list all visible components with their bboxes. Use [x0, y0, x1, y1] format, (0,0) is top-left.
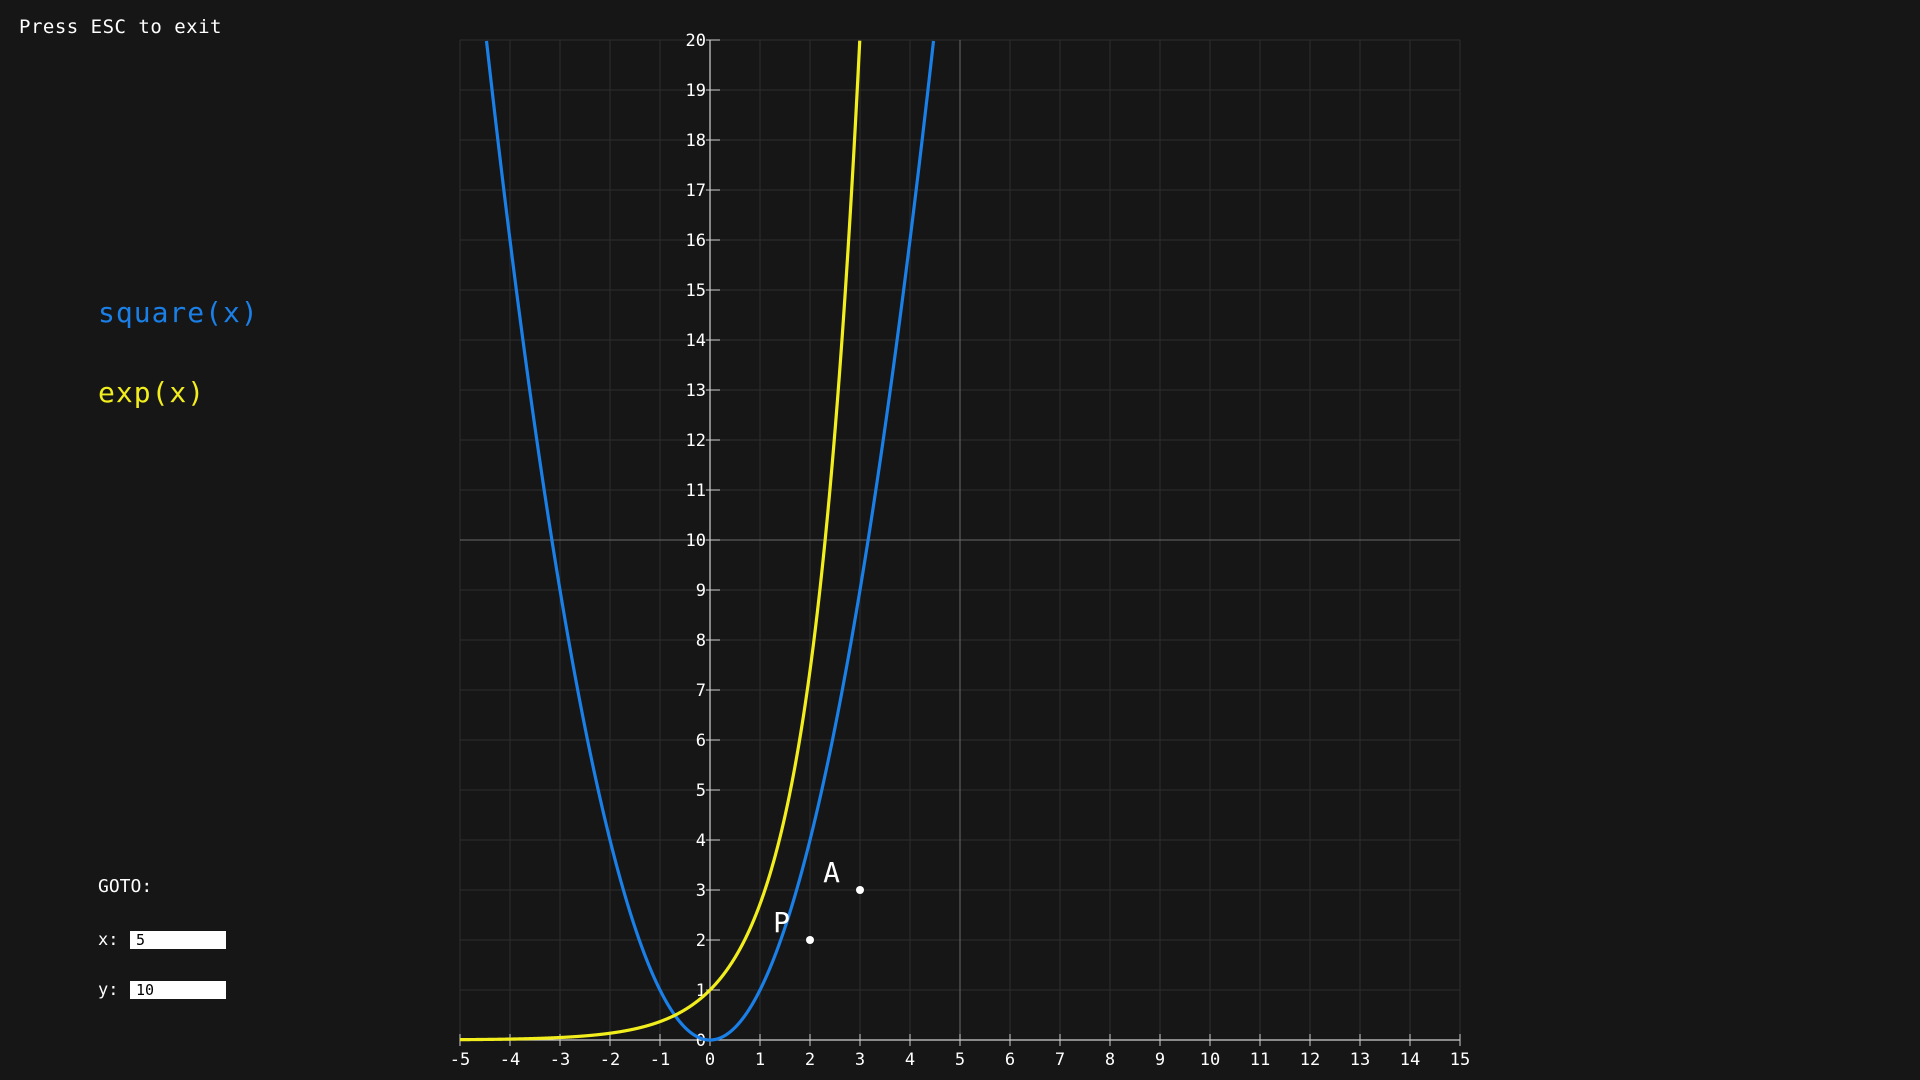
- y-tick-label: 14: [686, 331, 706, 351]
- y-tick-label: 19: [686, 81, 706, 101]
- point-p-label: P: [773, 906, 790, 939]
- x-tick-label: 7: [1055, 1050, 1065, 1070]
- point-a-marker: [856, 886, 864, 894]
- goto-x-input[interactable]: [130, 931, 226, 949]
- y-tick-label: 4: [696, 831, 706, 851]
- axes-layer: -5 -4 -3 -2 -1 0 1 2 3 4 5 6 7 8 9 10 11 12 13 14 1501234567…: [450, 31, 1470, 1070]
- x-tick-label: 4: [905, 1050, 915, 1070]
- goto-y-input[interactable]: [130, 981, 226, 999]
- x-tick-label: 10: [1200, 1050, 1220, 1070]
- goto-y-label: y:: [98, 980, 119, 1000]
- y-tick-label: 10: [686, 531, 706, 551]
- square-curve: [484, 40, 936, 1042]
- exit-hint: Press ESC to exit: [19, 16, 222, 38]
- x-tick-label: 12: [1300, 1050, 1320, 1070]
- x-tick-label: 8: [1105, 1050, 1115, 1070]
- x-tick-label: 13: [1350, 1050, 1370, 1070]
- legend-square-function[interactable]: square(x): [98, 296, 259, 329]
- x-tick-label: -5: [450, 1050, 470, 1070]
- x-tick-label: 0: [705, 1050, 715, 1070]
- x-tick-label: 3: [855, 1050, 865, 1070]
- x-tick-label: 9: [1155, 1050, 1165, 1070]
- y-tick-label: 8: [696, 631, 706, 651]
- x-tick-label: -2: [600, 1050, 620, 1070]
- y-tick-label: 12: [686, 431, 706, 451]
- point-p-marker: [806, 936, 814, 944]
- y-tick-label: 15: [686, 281, 706, 301]
- y-tick-label: 9: [696, 581, 706, 601]
- x-tick-label: -4: [500, 1050, 520, 1070]
- x-tick-label: 1: [755, 1050, 765, 1070]
- points-layer: AP: [773, 856, 864, 944]
- y-tick-label: 16: [686, 231, 706, 251]
- y-tick-label: 11: [686, 481, 706, 501]
- curves-layer: [458, 40, 936, 1042]
- x-tick-label: 15: [1450, 1050, 1470, 1070]
- x-tick-label: -1: [650, 1050, 670, 1070]
- exp-curve: [458, 40, 862, 1042]
- x-tick-label: 14: [1400, 1050, 1420, 1070]
- y-tick-label: 6: [696, 731, 706, 751]
- y-tick-label: 18: [686, 131, 706, 151]
- x-tick-label: 11: [1250, 1050, 1270, 1070]
- legend-exp-function[interactable]: exp(x): [98, 376, 206, 409]
- y-tick-label: 13: [686, 381, 706, 401]
- point-a-label: A: [823, 856, 840, 889]
- x-tick-label: -3: [550, 1050, 570, 1070]
- y-tick-label: 7: [696, 681, 706, 701]
- x-tick-label: 5: [955, 1050, 965, 1070]
- y-tick-label: 0: [696, 1031, 706, 1051]
- y-tick-label: 17: [686, 181, 706, 201]
- goto-y-row: y:: [98, 980, 226, 1000]
- goto-label: GOTO:: [98, 876, 153, 897]
- goto-x-row: x:: [98, 930, 226, 950]
- y-tick-label: 2: [696, 931, 706, 951]
- goto-x-label: x:: [98, 930, 119, 950]
- crosshair-layer: [460, 40, 1460, 1040]
- x-tick-label: 6: [1005, 1050, 1015, 1070]
- y-tick-label: 20: [686, 31, 706, 51]
- y-tick-label: 1: [696, 981, 706, 1001]
- x-tick-label: 2: [805, 1050, 815, 1070]
- y-tick-label: 5: [696, 781, 706, 801]
- y-tick-label: 3: [696, 881, 706, 901]
